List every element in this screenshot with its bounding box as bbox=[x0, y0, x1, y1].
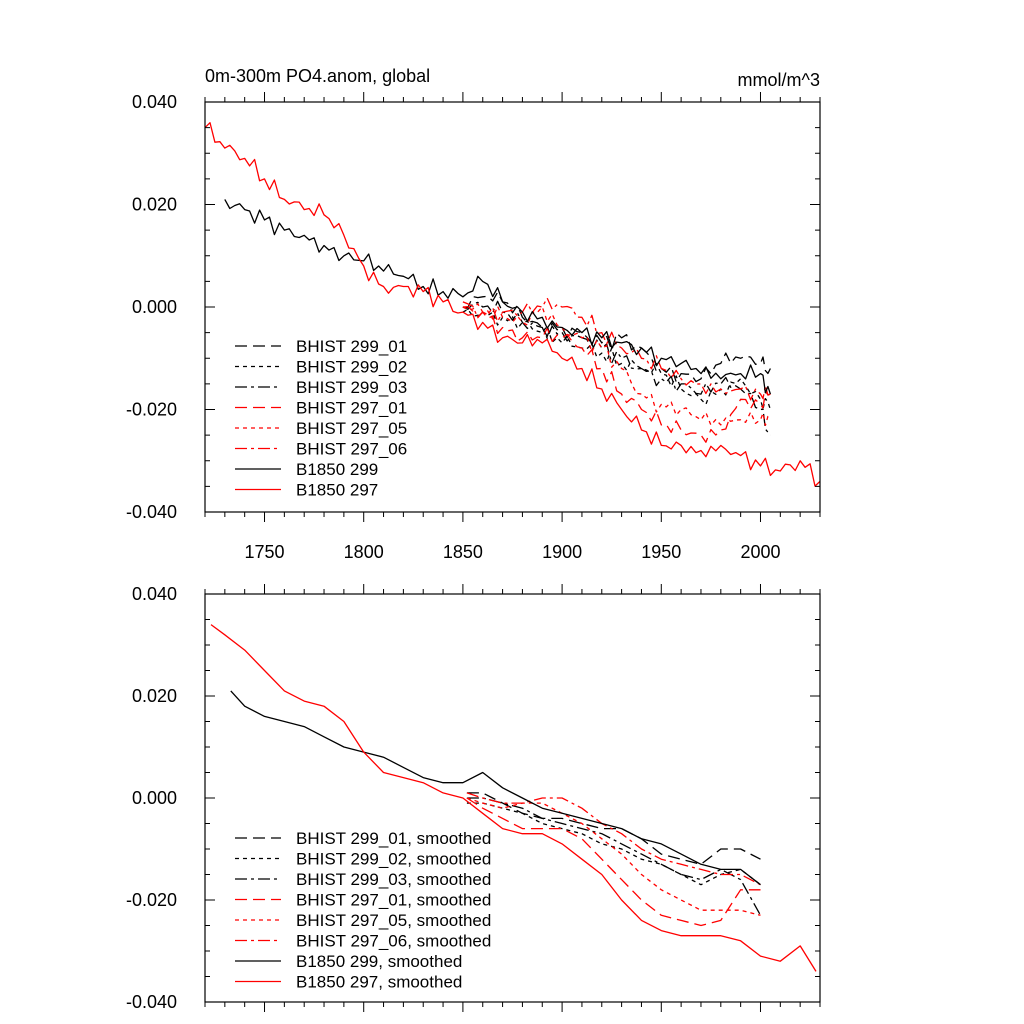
series-line-b1850-299 bbox=[224, 199, 772, 395]
x-tick-label: 1950 bbox=[641, 542, 681, 562]
legend-label: BHIST 299_01 bbox=[296, 337, 407, 356]
legend-label: B1850 299 bbox=[296, 460, 378, 479]
series-line-bhist-297-05 bbox=[462, 303, 771, 427]
series-line-bhist-297-01-smoothed bbox=[466, 797, 761, 927]
legend-label: B1850 299, smoothed bbox=[296, 952, 462, 971]
series-line-b1850-297-smoothed bbox=[210, 624, 817, 972]
legend-label: BHIST 297_05, smoothed bbox=[296, 911, 491, 930]
legend-label: B1850 297, smoothed bbox=[296, 973, 462, 992]
x-tick-label: 2000 bbox=[740, 542, 780, 562]
legend-label: BHIST 297_01 bbox=[296, 399, 407, 418]
top-panel: -0.040 -0.020 0.000 0.020 0.040 1750 1800 1850 1… bbox=[126, 66, 821, 562]
chart-title: 0m-300m PO4.anom, global bbox=[205, 66, 430, 86]
series-group bbox=[210, 624, 817, 972]
y-tick-label: 0.020 bbox=[132, 686, 177, 706]
series-line-b1850-299-smoothed bbox=[230, 690, 761, 886]
legend-label: BHIST 299_03 bbox=[296, 378, 407, 397]
x-tick-label: 1800 bbox=[344, 542, 384, 562]
y-tick-label: -0.040 bbox=[126, 992, 177, 1012]
legend-label: BHIST 299_03, smoothed bbox=[296, 870, 491, 889]
y-tick-label: 0.000 bbox=[132, 788, 177, 808]
series-group bbox=[205, 122, 820, 487]
series-line-bhist-299-02-smoothed bbox=[466, 802, 761, 886]
y-tick-label: 0.040 bbox=[132, 92, 177, 112]
legend-label: BHIST 297_05 bbox=[296, 419, 407, 438]
y-tick-label: -0.020 bbox=[126, 890, 177, 910]
legend-label: B1850 297 bbox=[296, 481, 378, 500]
x-tick-label: 1850 bbox=[443, 542, 483, 562]
series-line-bhist-297-06 bbox=[462, 297, 771, 401]
legend-label: BHIST 299_02 bbox=[296, 358, 407, 377]
x-tick-label: 1750 bbox=[244, 542, 284, 562]
y-tick-label: -0.040 bbox=[126, 502, 177, 522]
legend-label: BHIST 299_01, smoothed bbox=[296, 829, 491, 848]
legend-label: BHIST 297_01, smoothed bbox=[296, 891, 491, 910]
y-tick-label: 0.040 bbox=[132, 584, 177, 604]
legend: BHIST 299_01, smoothed BHIST 299_02, smoo… bbox=[235, 829, 491, 992]
series-line-bhist-297-06-smoothed bbox=[466, 792, 761, 886]
y-tick-label: -0.020 bbox=[126, 400, 177, 420]
legend-label: BHIST 299_02, smoothed bbox=[296, 850, 491, 869]
legend-label: BHIST 297_06, smoothed bbox=[296, 932, 491, 951]
series-line-bhist-297-05-smoothed bbox=[466, 797, 761, 916]
y-tick-label: 0.020 bbox=[132, 195, 177, 215]
series-line-bhist-299-02 bbox=[462, 308, 772, 410]
y-tick-label: 0.000 bbox=[132, 297, 177, 317]
series-line-bhist-299-03-smoothed bbox=[466, 797, 762, 916]
series-line-bhist-299-01-smoothed bbox=[466, 792, 761, 865]
units-label: mmol/m^3 bbox=[738, 70, 820, 90]
x-tick-label: 1900 bbox=[542, 542, 582, 562]
legend-label: BHIST 297_06 bbox=[296, 440, 407, 459]
bottom-panel: -0.040 -0.020 0.000 0.020 0.040 BHIST 299_01,… bbox=[126, 584, 821, 1012]
series-line-b1850-297 bbox=[205, 122, 820, 487]
series-line-bhist-297-01 bbox=[462, 305, 771, 443]
series-line-bhist-299-03 bbox=[462, 300, 771, 436]
